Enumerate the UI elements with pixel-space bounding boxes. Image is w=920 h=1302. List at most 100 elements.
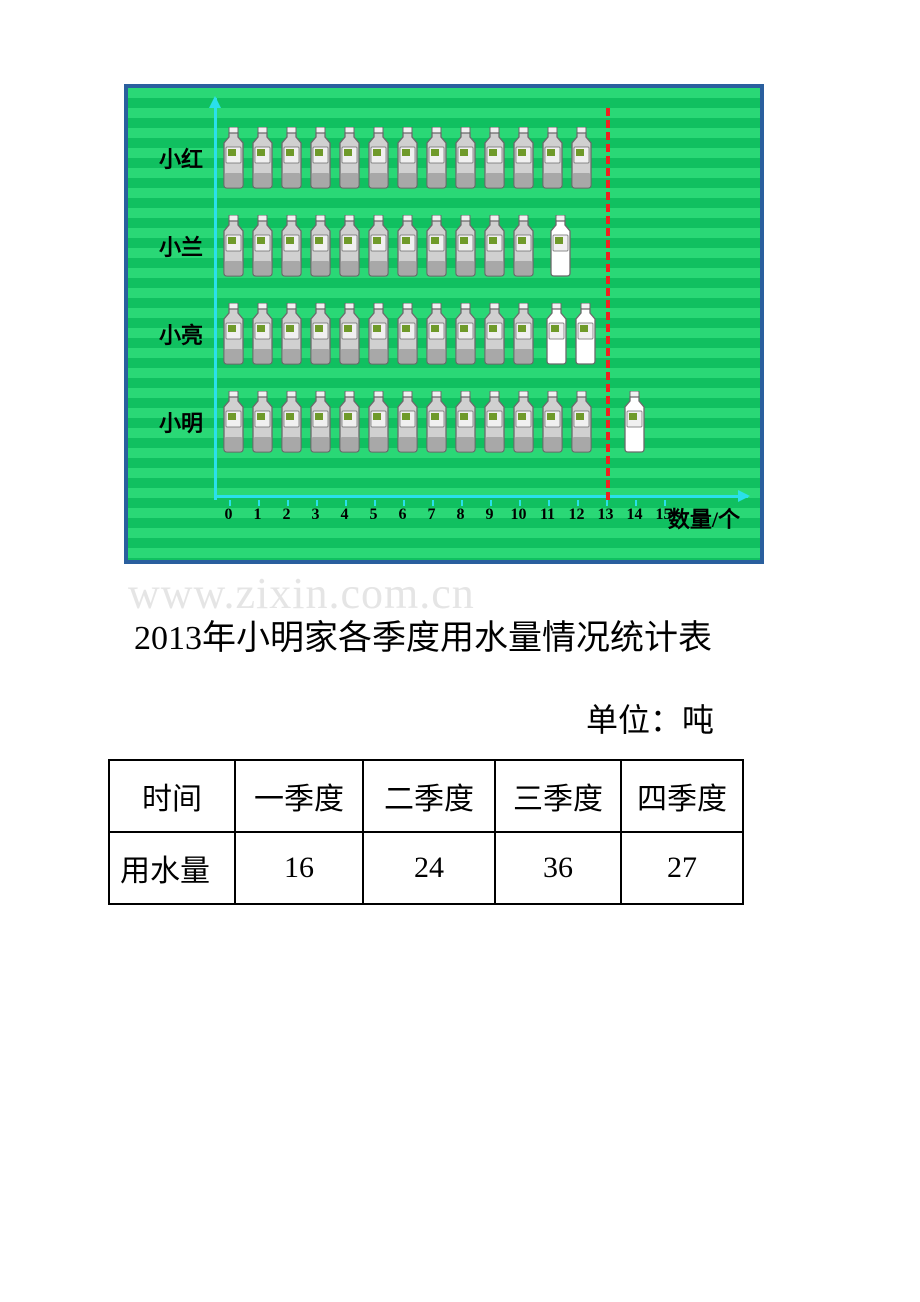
bottle-icon bbox=[510, 303, 537, 365]
table-row: 用水量16243627 bbox=[109, 832, 743, 904]
pictograph-row: 小明 bbox=[152, 382, 744, 462]
bottle-icon bbox=[249, 215, 276, 277]
bottle-icon bbox=[394, 127, 421, 189]
bottle-icon bbox=[452, 391, 479, 453]
bottle-icon bbox=[220, 215, 247, 277]
x-tick: 0 bbox=[214, 506, 243, 524]
x-tick: 6 bbox=[388, 506, 417, 524]
bottle-icon bbox=[481, 215, 508, 277]
x-tick: 1 bbox=[243, 506, 272, 524]
bottle-icon bbox=[547, 215, 574, 277]
pictograph-row: 小兰 bbox=[152, 206, 744, 286]
x-tick: 7 bbox=[417, 506, 446, 524]
watermark: www.zixin.com.cn bbox=[128, 568, 475, 619]
bottle-icon bbox=[423, 303, 450, 365]
bottle-icon bbox=[278, 391, 305, 453]
bottle-icon bbox=[278, 215, 305, 277]
x-tick: 4 bbox=[330, 506, 359, 524]
row-label: 小红 bbox=[152, 142, 210, 174]
bottle-row bbox=[220, 215, 574, 277]
bottle-icon bbox=[481, 391, 508, 453]
bottle-icon bbox=[423, 127, 450, 189]
bottle-icon bbox=[510, 391, 537, 453]
bottle-icon bbox=[394, 303, 421, 365]
table-cell: 24 bbox=[363, 832, 495, 904]
bottle-icon bbox=[336, 215, 363, 277]
x-tick-labels: 0123456789101112131415 bbox=[214, 506, 678, 524]
bottle-icon bbox=[452, 215, 479, 277]
bottle-icon bbox=[621, 391, 648, 453]
row-label: 小兰 bbox=[152, 230, 210, 262]
x-axis-label: 数量/个 bbox=[668, 502, 740, 534]
bottle-icon bbox=[278, 303, 305, 365]
reference-dashed-line bbox=[606, 108, 610, 500]
table-header-cell: 一季度 bbox=[235, 760, 363, 832]
x-tick: 3 bbox=[301, 506, 330, 524]
bottle-icon bbox=[278, 127, 305, 189]
table-row-label: 用水量 bbox=[109, 832, 235, 904]
bottle-icon bbox=[365, 391, 392, 453]
pictograph-rows: 小红 bbox=[152, 118, 744, 470]
bottle-icon bbox=[481, 127, 508, 189]
x-tick: 8 bbox=[446, 506, 475, 524]
x-tick: 11 bbox=[533, 506, 562, 524]
bottle-icon bbox=[568, 127, 595, 189]
bottle-icon bbox=[365, 127, 392, 189]
pictograph-chart: 小红 bbox=[124, 84, 764, 564]
table-cell: 36 bbox=[495, 832, 621, 904]
bottle-row bbox=[220, 127, 595, 189]
pictograph-row: 小红 bbox=[152, 118, 744, 198]
bottle-row bbox=[220, 391, 648, 453]
table-header-cell: 三季度 bbox=[495, 760, 621, 832]
bottle-icon bbox=[394, 391, 421, 453]
bottle-icon bbox=[220, 303, 247, 365]
bottle-icon bbox=[249, 391, 276, 453]
bottle-icon bbox=[307, 391, 334, 453]
bottle-icon bbox=[336, 391, 363, 453]
table-cell: 27 bbox=[621, 832, 743, 904]
bottle-icon bbox=[423, 215, 450, 277]
bottle-icon bbox=[307, 303, 334, 365]
x-tick: 10 bbox=[504, 506, 533, 524]
pictograph-row: 小亮 bbox=[152, 294, 744, 374]
row-label: 小明 bbox=[152, 406, 210, 438]
row-label: 小亮 bbox=[152, 318, 210, 350]
bottle-icon bbox=[249, 303, 276, 365]
bottle-icon bbox=[568, 391, 595, 453]
x-tick: 12 bbox=[562, 506, 591, 524]
bottle-icon bbox=[336, 127, 363, 189]
bottle-icon bbox=[539, 127, 566, 189]
table-header-cell: 二季度 bbox=[363, 760, 495, 832]
water-usage-table: 时间一季度二季度三季度四季度用水量16243627 bbox=[108, 759, 744, 905]
bottle-icon bbox=[336, 303, 363, 365]
table-header-cell: 四季度 bbox=[621, 760, 743, 832]
x-axis bbox=[214, 495, 748, 498]
bottle-icon bbox=[365, 303, 392, 365]
bottle-icon bbox=[394, 215, 421, 277]
bottle-icon bbox=[481, 303, 508, 365]
bottle-icon bbox=[452, 127, 479, 189]
x-tick: 9 bbox=[475, 506, 504, 524]
table-unit: 单位：吨 bbox=[586, 695, 834, 741]
bottle-row bbox=[220, 303, 599, 365]
bottle-icon bbox=[249, 127, 276, 189]
x-tick: 13 bbox=[591, 506, 620, 524]
bottle-icon bbox=[307, 127, 334, 189]
bottle-icon bbox=[572, 303, 599, 365]
bottle-icon bbox=[307, 215, 334, 277]
x-tick: 5 bbox=[359, 506, 388, 524]
bottle-icon bbox=[423, 391, 450, 453]
bottle-icon bbox=[510, 127, 537, 189]
bottle-icon bbox=[539, 391, 566, 453]
table-cell: 16 bbox=[235, 832, 363, 904]
bottle-icon bbox=[452, 303, 479, 365]
x-tick: 2 bbox=[272, 506, 301, 524]
bottle-icon bbox=[543, 303, 570, 365]
bottle-icon bbox=[220, 391, 247, 453]
bottle-icon bbox=[510, 215, 537, 277]
table-row: 时间一季度二季度三季度四季度 bbox=[109, 760, 743, 832]
x-tick: 14 bbox=[620, 506, 649, 524]
bottle-icon bbox=[365, 215, 392, 277]
bottle-icon bbox=[220, 127, 247, 189]
table-header-cell: 时间 bbox=[109, 760, 235, 832]
